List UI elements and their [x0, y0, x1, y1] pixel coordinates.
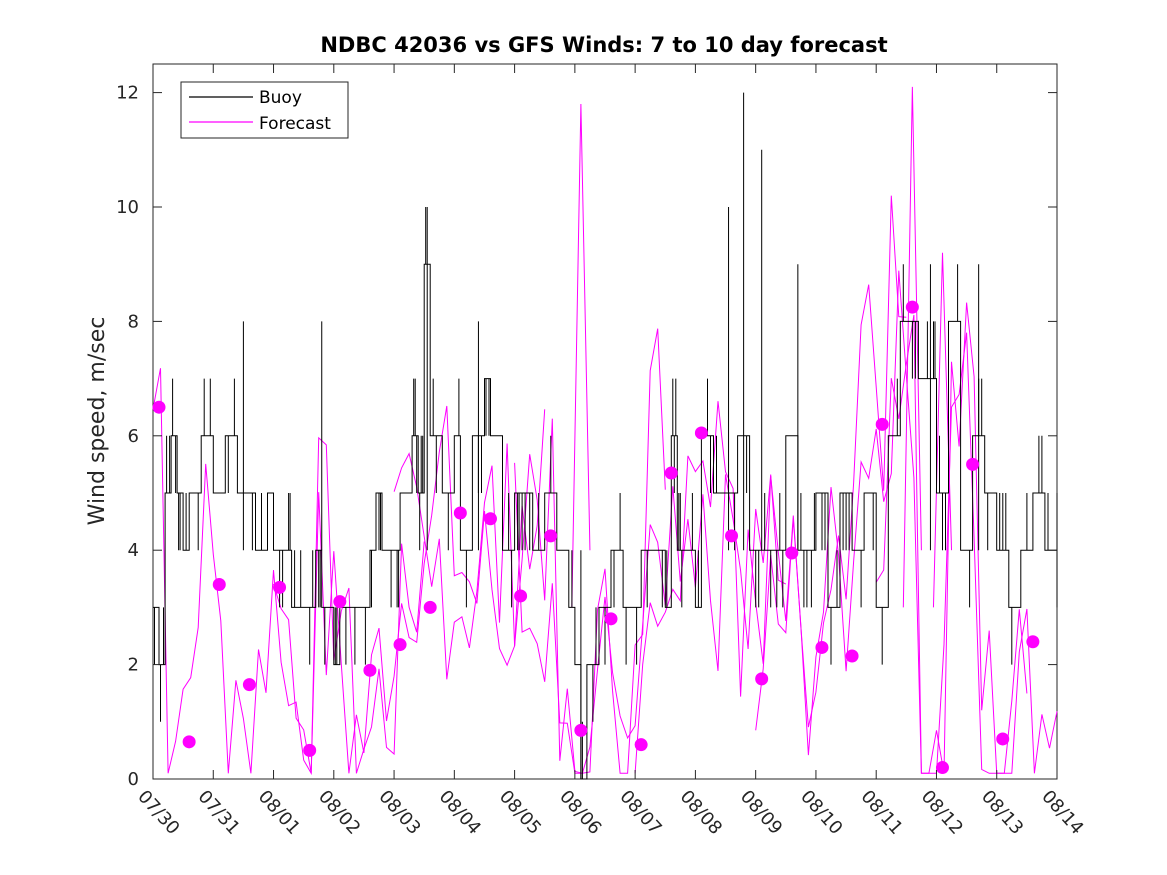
legend-buoy-label: Buoy: [259, 88, 302, 108]
forecast-marker: [785, 546, 799, 560]
forecast-marker: [303, 743, 317, 757]
forecast-marker: [755, 672, 769, 686]
x-tick-label: 07/30: [133, 786, 183, 839]
plot-frame: [152, 63, 1058, 780]
x-tick-label: 08/10: [796, 786, 846, 839]
y-tick-label: 4: [128, 540, 139, 561]
forecast-marker: [152, 400, 166, 414]
y-tick-label: 0: [128, 769, 139, 790]
x-tick-label: 08/03: [374, 786, 424, 839]
forecast-marker: [694, 426, 708, 440]
forecast-marker: [875, 417, 889, 431]
forecast-line: [902, 86, 922, 608]
forecast-marker: [1026, 635, 1040, 649]
forecast-marker: [966, 457, 980, 471]
forecast-line: [634, 195, 907, 774]
y-tick-label: 12: [116, 83, 139, 104]
forecast-marker: [483, 512, 497, 526]
forecast-line: [273, 405, 546, 774]
forecast-marker: [845, 649, 859, 663]
legend-forecast-label: Forecast: [259, 114, 331, 134]
x-tick-label: 08/07: [615, 786, 665, 839]
forecast-marker: [996, 732, 1010, 746]
forecast-marker: [514, 589, 528, 603]
forecast-line: [875, 314, 1058, 774]
x-tick-label: 08/12: [917, 786, 967, 839]
x-tick-label: 08/08: [676, 786, 726, 839]
forecast-marker: [423, 600, 437, 614]
forecast-marker: [363, 663, 377, 677]
y-tick-label: 2: [128, 655, 139, 676]
forecast-line: [755, 270, 1028, 774]
x-tick-label: 08/11: [856, 786, 906, 839]
forecast-marker: [212, 578, 226, 592]
forecast-marker: [634, 738, 648, 752]
legend: Buoy Forecast: [180, 81, 349, 139]
forecast-marker: [935, 761, 949, 775]
y-axis-label: Wind speed, m/sec: [85, 317, 110, 526]
forecast-marker: [182, 735, 196, 749]
x-tick-label: 08/06: [555, 786, 605, 839]
forecast-marker: [242, 678, 256, 692]
forecast-marker: [725, 529, 739, 543]
x-tick-label: 08/14: [1037, 786, 1087, 839]
forecast-marker: [905, 300, 919, 314]
x-tick-label: 08/05: [495, 786, 545, 839]
plot-area: [152, 63, 1058, 780]
chart-title: NDBC 42036 vs GFS Winds: 7 to 10 day for…: [320, 33, 887, 57]
forecast-marker: [815, 640, 829, 654]
y-tick-label: 6: [128, 426, 139, 447]
forecast-marker: [574, 723, 588, 737]
forecast-marker: [393, 638, 407, 652]
forecast-marker: [604, 612, 618, 626]
forecast-marker: [333, 595, 347, 609]
forecast-marker: [664, 466, 678, 480]
y-tick-label: 10: [116, 197, 139, 218]
buoy-trace: [153, 92, 1058, 780]
forecast-markers: [152, 300, 1040, 775]
x-tick-label: 08/02: [314, 786, 364, 839]
forecast-line: [152, 368, 425, 776]
y-axis: 0 2 4 6 8 10 12: [116, 83, 1057, 790]
x-tick-label: 08/01: [254, 786, 304, 839]
forecast-line: [514, 462, 787, 774]
x-tick-label: 08/13: [977, 786, 1027, 839]
forecast-marker: [453, 506, 467, 520]
forecast-marker: [544, 529, 558, 543]
x-tick-label: 07/31: [194, 786, 244, 839]
forecast-line: [571, 104, 591, 608]
buoy-line: [153, 207, 1058, 780]
forecast-line: [393, 328, 666, 774]
legend-box: [180, 81, 349, 139]
x-tick-label: 08/09: [736, 786, 786, 839]
y-tick-label: 8: [128, 311, 139, 332]
x-tick-label: 08/04: [435, 786, 485, 839]
forecast-marker: [273, 580, 287, 594]
